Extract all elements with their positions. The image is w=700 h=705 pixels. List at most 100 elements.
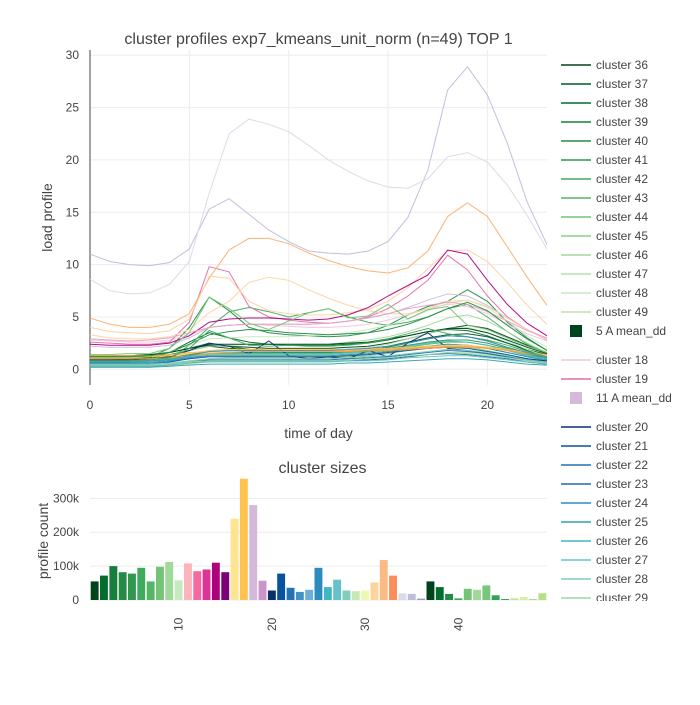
bar-8 [156, 566, 164, 600]
bar-7 [146, 581, 155, 600]
bar-48 [529, 599, 537, 600]
y-tick-label: 0 [72, 362, 79, 376]
legend-label: cluster 26 [596, 534, 648, 548]
legend-label: cluster 23 [596, 477, 648, 491]
legend-group-a: cluster 36 cluster 37 cluster 38 cluster 39… [561, 58, 666, 338]
bar-35 [407, 593, 416, 600]
legend-label: cluster 36 [596, 58, 648, 72]
series-line-29 [90, 118, 547, 295]
legend-label: cluster 45 [596, 229, 648, 243]
bar-29 [351, 591, 360, 600]
legend-label: cluster 41 [596, 153, 648, 167]
legend-label: cluster 24 [596, 496, 648, 510]
legend-label: cluster 48 [596, 286, 648, 300]
legend-label: cluster 42 [596, 172, 648, 186]
legend-label: cluster 22 [596, 458, 648, 472]
series-line-25 [90, 355, 547, 367]
series-line-26 [90, 348, 547, 365]
legend-label: cluster 47 [596, 267, 648, 281]
bar-14 [211, 562, 220, 600]
bar-y-tick-label: 300k [53, 491, 80, 505]
series-line-16 [90, 254, 547, 345]
x-tick-label: 5 [186, 398, 193, 412]
line-x-axis-label: time of day [284, 425, 352, 441]
legend-label: cluster 43 [596, 191, 648, 205]
series-line-28 [90, 65, 547, 267]
bar-47 [519, 597, 528, 600]
bar-15 [221, 572, 230, 600]
legend-label: cluster 21 [596, 439, 648, 453]
legend-label: cluster 49 [596, 305, 648, 319]
bar-x-tick-label: 30 [358, 617, 372, 631]
bar-41 [463, 588, 472, 600]
bar-11 [184, 563, 192, 600]
legend-label: cluster 20 [596, 420, 648, 434]
bar-43 [482, 585, 491, 600]
series-line-23 [90, 358, 547, 368]
bar-12 [193, 571, 202, 600]
bar-37 [426, 581, 435, 600]
bar-17 [239, 478, 248, 600]
legend-label: cluster 39 [596, 115, 648, 129]
series-line-35 [90, 344, 547, 359]
bar-chart-title: cluster sizes [278, 460, 366, 477]
legend-label: cluster 44 [596, 210, 648, 224]
bar-10 [174, 580, 183, 600]
legend-label: 5 A mean_dd [596, 324, 666, 338]
bar-1 [90, 581, 99, 600]
bar-26 [323, 587, 332, 600]
bar-49 [538, 593, 547, 600]
legend-label: 11 A mean_dd [596, 391, 672, 405]
bar-4 [118, 572, 127, 600]
bar-45 [501, 599, 509, 600]
bar-27 [333, 579, 342, 600]
series-line-41 [90, 335, 547, 363]
legend-group-b: cluster 18 cluster 19 11 A mean_dd [561, 353, 672, 405]
bar-24 [305, 589, 314, 600]
series-line-15 [90, 303, 547, 343]
y-tick-label: 30 [66, 48, 80, 62]
bar-5 [128, 573, 136, 600]
bar-6 [137, 567, 146, 600]
legend-label: cluster 38 [596, 96, 648, 110]
bar-2 [100, 575, 108, 600]
legend-label: cluster 25 [596, 515, 648, 529]
bar-y-tick-label: 0 [72, 593, 79, 607]
series-line-36 [90, 249, 547, 346]
bar-38 [435, 587, 444, 600]
y-tick-label: 5 [72, 310, 79, 324]
legend-swatch [570, 325, 582, 337]
legend-swatch [570, 392, 582, 404]
bar-32 [379, 560, 388, 600]
bar-34 [398, 593, 407, 600]
bar-y-axis-label: profile count [35, 503, 51, 579]
x-tick-label: 15 [381, 398, 395, 412]
legend-label: cluster 27 [596, 553, 648, 567]
bar-x-tick-label: 10 [172, 617, 186, 631]
legend-label: cluster 40 [596, 134, 648, 148]
line-grid [89, 50, 547, 385]
series-line-19 [90, 346, 547, 365]
bar-40 [454, 598, 463, 600]
y-tick-label: 25 [66, 101, 80, 115]
legend-label: cluster 18 [596, 353, 648, 367]
bar-31 [370, 582, 379, 600]
bar-x-tick-label: 20 [265, 617, 279, 631]
bar-18 [249, 505, 258, 600]
legend-label: cluster 28 [596, 572, 648, 586]
line-chart-title: cluster profiles exp7_kmeans_unit_norm (… [124, 31, 512, 48]
bar-9 [165, 562, 174, 600]
series-line-32 [90, 276, 547, 340]
line-y-axis-label: load profile [39, 183, 55, 252]
series-line-30 [90, 202, 547, 328]
y-tick-label: 15 [66, 205, 80, 219]
line-series-group [90, 65, 547, 368]
bar-22 [286, 587, 295, 600]
legend-label: cluster 46 [596, 248, 648, 262]
bar-20 [267, 590, 276, 600]
legend-label: cluster 37 [596, 77, 648, 91]
bar-44 [491, 595, 500, 600]
series-line-39 [90, 301, 547, 358]
